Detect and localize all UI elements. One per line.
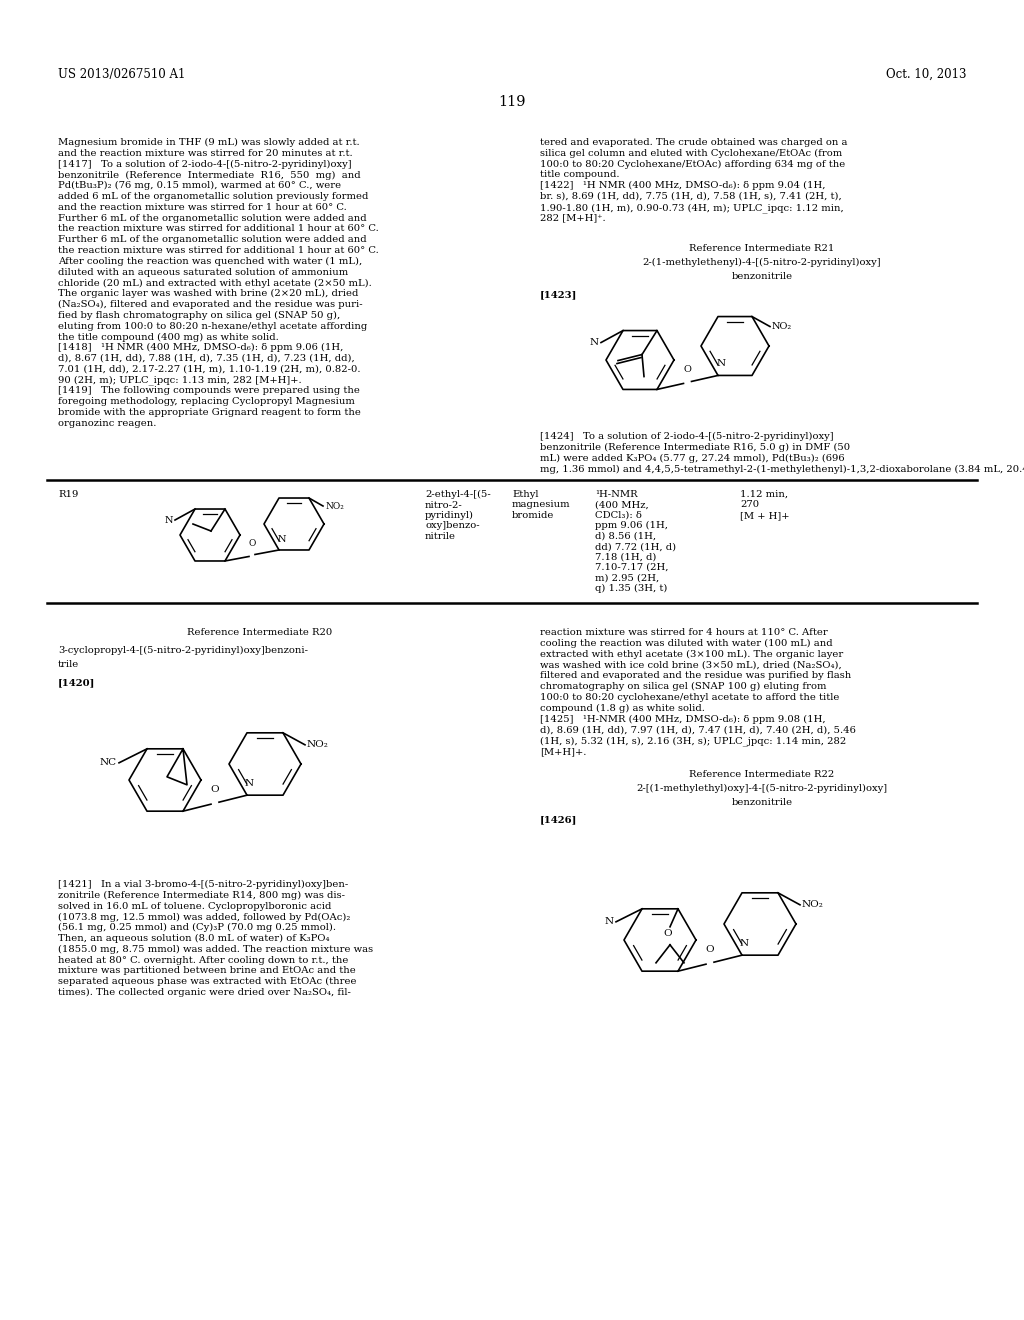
Text: N: N (739, 940, 749, 949)
Text: and the reaction mixture was stirred for 1 hour at 60° C.: and the reaction mixture was stirred for… (58, 203, 347, 211)
Text: title compound.: title compound. (540, 170, 620, 180)
Text: extracted with ethyl acetate (3×100 mL). The organic layer: extracted with ethyl acetate (3×100 mL).… (540, 649, 843, 659)
Text: ¹H-NMR
(400 MHz,
CDCl₃): δ
ppm 9.06 (1H,
d) 8.56 (1H,
dd) 7.72 (1H, d)
7.18 (1H,: ¹H-NMR (400 MHz, CDCl₃): δ ppm 9.06 (1H,… (595, 490, 676, 593)
Text: br. s), 8.69 (1H, dd), 7.75 (1H, d), 7.58 (1H, s), 7.41 (2H, t),: br. s), 8.69 (1H, dd), 7.75 (1H, d), 7.5… (540, 191, 842, 201)
Text: was washed with ice cold brine (3×50 mL), dried (Na₂SO₄),: was washed with ice cold brine (3×50 mL)… (540, 660, 842, 669)
Text: NO₂: NO₂ (307, 741, 329, 750)
Text: NO₂: NO₂ (772, 322, 793, 331)
Text: NO₂: NO₂ (325, 502, 344, 511)
Text: O: O (211, 785, 219, 795)
Text: mg, 1.36 mmol) and 4,4,5,5-tetramethyl-2-(1-methylethenyl)-1,3,2-dioxaborolane (: mg, 1.36 mmol) and 4,4,5,5-tetramethyl-2… (540, 465, 1024, 474)
Text: [1425]   ¹H-NMR (400 MHz, DMSO-d₆): δ ppm 9.08 (1H,: [1425] ¹H-NMR (400 MHz, DMSO-d₆): δ ppm … (540, 714, 825, 723)
Text: 1.90-1.80 (1H, m), 0.90-0.73 (4H, m); UPLC_ipqc: 1.12 min,: 1.90-1.80 (1H, m), 0.90-0.73 (4H, m); UP… (540, 203, 844, 213)
Text: Further 6 mL of the organometallic solution were added and: Further 6 mL of the organometallic solut… (58, 235, 367, 244)
Text: [1418]   ¹H NMR (400 MHz, DMSO-d₆): δ ppm 9.06 (1H,: [1418] ¹H NMR (400 MHz, DMSO-d₆): δ ppm … (58, 343, 343, 352)
Text: 282 [M+H]⁺.: 282 [M+H]⁺. (540, 214, 605, 223)
Text: [1426]: [1426] (540, 814, 578, 824)
Text: benzonitrile: benzonitrile (731, 272, 793, 281)
Text: diluted with an aqueous saturated solution of ammonium: diluted with an aqueous saturated soluti… (58, 268, 348, 277)
Text: mL) were added K₃PO₄ (5.77 g, 27.24 mmol), Pd(tBu₃)₂ (696: mL) were added K₃PO₄ (5.77 g, 27.24 mmol… (540, 454, 845, 463)
Text: O: O (664, 929, 673, 937)
Text: 2-(1-methylethenyl)-4-[(5-nitro-2-pyridinyl)oxy]: 2-(1-methylethenyl)-4-[(5-nitro-2-pyridi… (643, 257, 882, 267)
Text: 2-[(1-methylethyl)oxy]-4-[(5-nitro-2-pyridinyl)oxy]: 2-[(1-methylethyl)oxy]-4-[(5-nitro-2-pyr… (637, 784, 888, 793)
Text: The organic layer was washed with brine (2×20 mL), dried: The organic layer was washed with brine … (58, 289, 358, 298)
Text: the title compound (400 mg) as white solid.: the title compound (400 mg) as white sol… (58, 333, 279, 342)
Text: 1.12 min,
270
[M + H]+: 1.12 min, 270 [M + H]+ (740, 490, 790, 520)
Text: [1421]   In a vial 3-bromo-4-[(5-nitro-2-pyridinyl)oxy]ben-: [1421] In a vial 3-bromo-4-[(5-nitro-2-p… (58, 880, 348, 890)
Text: fied by flash chromatography on silica gel (SNAP 50 g),: fied by flash chromatography on silica g… (58, 310, 340, 319)
Text: NO₂: NO₂ (802, 900, 824, 909)
Text: compound (1.8 g) as white solid.: compound (1.8 g) as white solid. (540, 704, 705, 713)
Text: Reference Intermediate R21: Reference Intermediate R21 (689, 244, 835, 253)
Text: cooling the reaction was diluted with water (100 mL) and: cooling the reaction was diluted with wa… (540, 639, 833, 648)
Text: mixture was partitioned between brine and EtOAc and the: mixture was partitioned between brine an… (58, 966, 355, 975)
Text: Magnesium bromide in THF (9 mL) was slowly added at r.t.: Magnesium bromide in THF (9 mL) was slow… (58, 139, 359, 147)
Text: After cooling the reaction was quenched with water (1 mL),: After cooling the reaction was quenched … (58, 257, 362, 265)
Text: and the reaction mixture was stirred for 20 minutes at r.t.: and the reaction mixture was stirred for… (58, 149, 352, 158)
Text: N: N (590, 338, 599, 347)
Text: (1H, s), 5.32 (1H, s), 2.16 (3H, s); UPLC_jpqc: 1.14 min, 282: (1H, s), 5.32 (1H, s), 2.16 (3H, s); UPL… (540, 737, 846, 746)
Text: Further 6 mL of the organometallic solution were added and: Further 6 mL of the organometallic solut… (58, 214, 367, 223)
Text: bromide with the appropriate Grignard reagent to form the: bromide with the appropriate Grignard re… (58, 408, 360, 417)
Text: US 2013/0267510 A1: US 2013/0267510 A1 (58, 69, 185, 81)
Text: eluting from 100:0 to 80:20 n-hexane/ethyl acetate affording: eluting from 100:0 to 80:20 n-hexane/eth… (58, 322, 368, 330)
Text: reaction mixture was stirred for 4 hours at 110° C. After: reaction mixture was stirred for 4 hours… (540, 628, 827, 638)
Text: (1855.0 mg, 8.75 mmol) was added. The reaction mixture was: (1855.0 mg, 8.75 mmol) was added. The re… (58, 945, 373, 954)
Text: N: N (717, 359, 726, 368)
Text: chloride (20 mL) and extracted with ethyl acetate (2×50 mL).: chloride (20 mL) and extracted with ethy… (58, 279, 372, 288)
Text: Reference Intermediate R22: Reference Intermediate R22 (689, 770, 835, 779)
Text: benzonitrile: benzonitrile (731, 799, 793, 807)
Text: (Na₂SO₄), filtered and evaporated and the residue was puri-: (Na₂SO₄), filtered and evaporated and th… (58, 300, 362, 309)
Text: tered and evaporated. The crude obtained was charged on a: tered and evaporated. The crude obtained… (540, 139, 848, 147)
Text: N: N (605, 917, 614, 927)
Text: d), 8.69 (1H, dd), 7.97 (1H, d), 7.47 (1H, d), 7.40 (2H, d), 5.46: d), 8.69 (1H, dd), 7.97 (1H, d), 7.47 (1… (540, 725, 856, 734)
Text: 3-cyclopropyl-4-[(5-nitro-2-pyridinyl)oxy]benzoni-: 3-cyclopropyl-4-[(5-nitro-2-pyridinyl)ox… (58, 645, 308, 655)
Text: O: O (248, 540, 256, 549)
Text: benzonitrile  (Reference  Intermediate  R16,  550  mg)  and: benzonitrile (Reference Intermediate R16… (58, 170, 360, 180)
Text: zonitrile (Reference Intermediate R14, 800 mg) was dis-: zonitrile (Reference Intermediate R14, 8… (58, 891, 345, 900)
Text: 90 (2H, m); UPLC_ipqc: 1.13 min, 282 [M+H]+.: 90 (2H, m); UPLC_ipqc: 1.13 min, 282 [M+… (58, 376, 302, 385)
Text: organozinc reagen.: organozinc reagen. (58, 418, 157, 428)
Text: 2-ethyl-4-[(5-
nitro-2-
pyridinyl)
oxy]benzo-
nitrile: 2-ethyl-4-[(5- nitro-2- pyridinyl) oxy]b… (425, 490, 490, 541)
Text: N: N (245, 780, 254, 788)
Text: the reaction mixture was stirred for additional 1 hour at 60° C.: the reaction mixture was stirred for add… (58, 224, 379, 234)
Text: [1424]   To a solution of 2-iodo-4-[(5-nitro-2-pyridinyl)oxy]: [1424] To a solution of 2-iodo-4-[(5-nit… (540, 432, 834, 441)
Text: (56.1 mg, 0.25 mmol) and (Cy)₃P (70.0 mg 0.25 mmol).: (56.1 mg, 0.25 mmol) and (Cy)₃P (70.0 mg… (58, 923, 336, 932)
Text: NC: NC (100, 758, 117, 767)
Text: separated aqueous phase was extracted with EtOAc (three: separated aqueous phase was extracted wi… (58, 977, 356, 986)
Text: trile: trile (58, 660, 79, 669)
Text: times). The collected organic were dried over Na₂SO₄, fil-: times). The collected organic were dried… (58, 987, 351, 997)
Text: O: O (706, 945, 715, 954)
Text: benzonitrile (Reference Intermediate R16, 5.0 g) in DMF (50: benzonitrile (Reference Intermediate R16… (540, 442, 850, 451)
Text: 7.01 (1H, dd), 2.17-2.27 (1H, m), 1.10-1.19 (2H, m), 0.82-0.: 7.01 (1H, dd), 2.17-2.27 (1H, m), 1.10-1… (58, 364, 360, 374)
Text: O: O (684, 366, 691, 375)
Text: heated at 80° C. overnight. After cooling down to r.t., the: heated at 80° C. overnight. After coolin… (58, 956, 348, 965)
Text: [1422]   ¹H NMR (400 MHz, DMSO-d₆): δ ppm 9.04 (1H,: [1422] ¹H NMR (400 MHz, DMSO-d₆): δ ppm … (540, 181, 825, 190)
Text: filtered and evaporated and the residue was purified by flash: filtered and evaporated and the residue … (540, 671, 851, 680)
Text: Oct. 10, 2013: Oct. 10, 2013 (886, 69, 966, 81)
Text: Pd(tBu₃P)₂ (76 mg, 0.15 mmol), warmed at 60° C., were: Pd(tBu₃P)₂ (76 mg, 0.15 mmol), warmed at… (58, 181, 341, 190)
Text: silica gel column and eluted with Cyclohexane/EtOAc (from: silica gel column and eluted with Cycloh… (540, 149, 843, 158)
Text: Ethyl
magnesium
bromide: Ethyl magnesium bromide (512, 490, 570, 520)
Text: solved in 16.0 mL of toluene. Cyclopropylboronic acid: solved in 16.0 mL of toluene. Cyclopropy… (58, 902, 332, 911)
Text: N: N (278, 536, 287, 544)
Text: [1423]: [1423] (540, 290, 578, 300)
Text: d), 8.67 (1H, dd), 7.88 (1H, d), 7.35 (1H, d), 7.23 (1H, dd),: d), 8.67 (1H, dd), 7.88 (1H, d), 7.35 (1… (58, 354, 354, 363)
Text: the reaction mixture was stirred for additional 1 hour at 60° C.: the reaction mixture was stirred for add… (58, 246, 379, 255)
Text: 119: 119 (499, 95, 525, 110)
Text: [1417]   To a solution of 2-iodo-4-[(5-nitro-2-pyridinyl)oxy]: [1417] To a solution of 2-iodo-4-[(5-nit… (58, 160, 351, 169)
Text: added 6 mL of the organometallic solution previously formed: added 6 mL of the organometallic solutio… (58, 191, 369, 201)
Text: 100:0 to 80:20 Cyclohexane/EtOAc) affording 634 mg of the: 100:0 to 80:20 Cyclohexane/EtOAc) afford… (540, 160, 845, 169)
Text: chromatography on silica gel (SNAP 100 g) eluting from: chromatography on silica gel (SNAP 100 g… (540, 682, 826, 692)
Text: R19: R19 (58, 490, 79, 499)
Text: foregoing methodology, replacing Cyclopropyl Magnesium: foregoing methodology, replacing Cyclopr… (58, 397, 355, 407)
Text: (1073.8 mg, 12.5 mmol) was added, followed by Pd(OAc)₂: (1073.8 mg, 12.5 mmol) was added, follow… (58, 912, 350, 921)
Text: [1420]: [1420] (58, 678, 95, 686)
Text: Reference Intermediate R20: Reference Intermediate R20 (187, 628, 333, 638)
Text: [M+H]+.: [M+H]+. (540, 747, 587, 756)
Text: 100:0 to 80:20 cyclohexane/ethyl acetate to afford the title: 100:0 to 80:20 cyclohexane/ethyl acetate… (540, 693, 840, 702)
Text: N: N (165, 516, 173, 524)
Text: [1419]   The following compounds were prepared using the: [1419] The following compounds were prep… (58, 387, 359, 396)
Text: Then, an aqueous solution (8.0 mL of water) of K₃PO₄: Then, an aqueous solution (8.0 mL of wat… (58, 935, 330, 942)
